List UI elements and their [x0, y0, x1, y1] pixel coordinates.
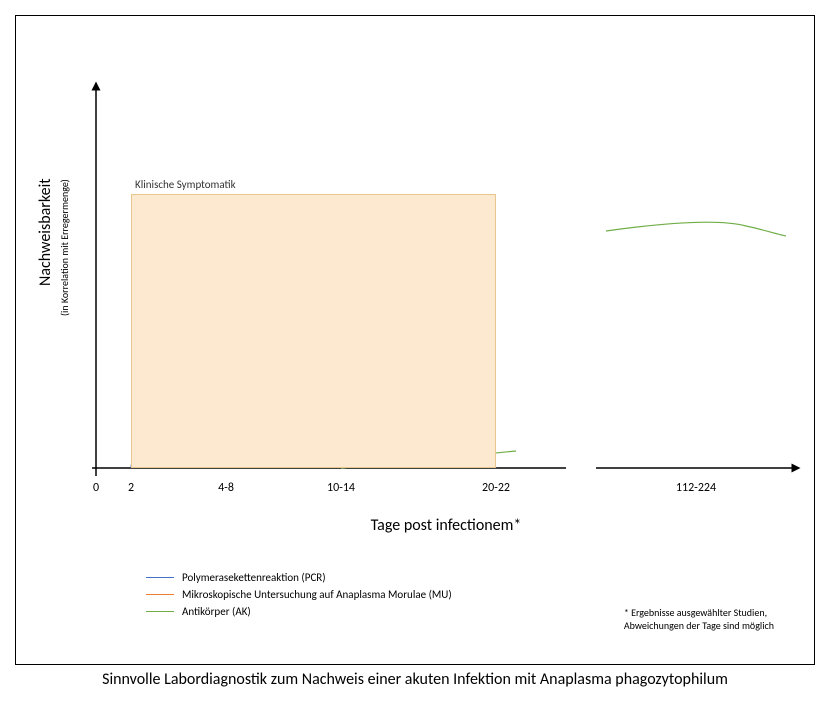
legend-swatch-mu — [146, 594, 174, 595]
x-axis-title: Tage post infectionem* — [96, 516, 796, 535]
legend: Polymerasekettenreaktion (PCR) Mikroskop… — [146, 571, 452, 622]
clinical-symptoms-box — [131, 194, 496, 468]
chart-frame: Nachweisbarkeit (in Korrelation mit Erre… — [15, 15, 815, 665]
x-tick-label: 112-224 — [676, 481, 716, 495]
figure-caption: Sinnvolle Labordiagnostik zum Nachweis e… — [15, 670, 815, 689]
legend-label-mu: Mikroskopische Untersuchung auf Anaplasm… — [182, 588, 452, 601]
y-axis-subtitle: (in Korrelation mit Erregermenge) — [58, 179, 71, 316]
x-tick-label: 10-14 — [327, 481, 355, 495]
x-tick-label: 2 — [128, 481, 134, 495]
legend-label-ak: Antikörper (AK) — [182, 605, 251, 618]
plot-area: Klinische Symptomatik 024-810-1420-22112… — [96, 86, 796, 476]
x-tick-label: 0 — [93, 481, 99, 495]
footnote: * Ergebnisse ausgewählter Studien, Abwei… — [624, 606, 774, 632]
legend-swatch-pcr — [146, 577, 174, 578]
clinical-symptoms-label: Klinische Symptomatik — [135, 178, 236, 191]
legend-swatch-ak — [146, 611, 174, 612]
y-axis-title: Nachweisbarkeit — [36, 178, 55, 286]
legend-label-pcr: Polymerasekettenreaktion (PCR) — [182, 571, 326, 584]
legend-item-pcr: Polymerasekettenreaktion (PCR) — [146, 571, 452, 584]
legend-item-ak: Antikörper (AK) — [146, 605, 452, 618]
footnote-line2: Abweichungen der Tage sind möglich — [624, 619, 774, 632]
x-tick-label: 4-8 — [218, 481, 234, 495]
x-tick-label: 20-22 — [482, 481, 510, 495]
legend-item-mu: Mikroskopische Untersuchung auf Anaplasm… — [146, 588, 452, 601]
footnote-line1: * Ergebnisse ausgewählter Studien, — [624, 606, 774, 619]
